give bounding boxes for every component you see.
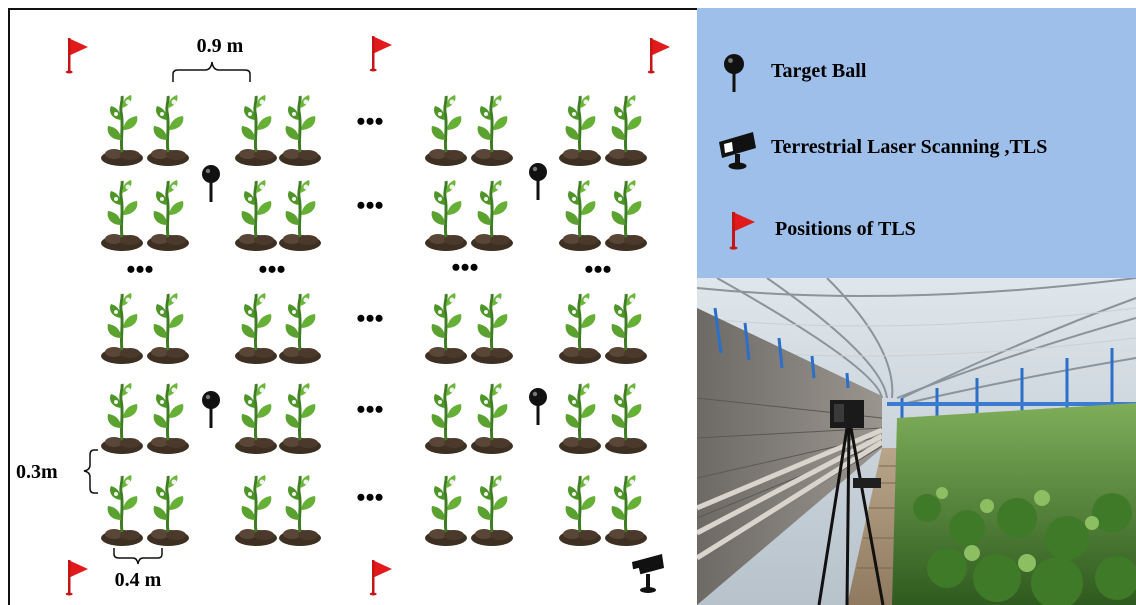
- cucumber-plant: [557, 93, 603, 168]
- flag-icon: [65, 38, 88, 74]
- cucumber-plant: [603, 178, 649, 253]
- cucumber-plant: [469, 291, 515, 366]
- target-ball-icon: [202, 165, 220, 202]
- legend-panel: Target Ball Terrestrial Laser Scanning ,…: [697, 8, 1136, 278]
- cucumber-plant: [557, 291, 603, 366]
- cucumber-plant: [603, 473, 649, 548]
- tls-scanner-icon: [631, 554, 664, 593]
- flag-icon: [647, 38, 670, 74]
- cucumber-plant: [277, 93, 323, 168]
- cucumber-plant: [233, 178, 279, 253]
- legend-item-tls: Terrestrial Laser Scanning ,TLS: [697, 126, 1136, 170]
- cucumber-plant: [423, 473, 469, 548]
- figure-border: [8, 8, 1134, 605]
- cucumber-plant: [469, 381, 515, 456]
- cucumber-plant: [233, 93, 279, 168]
- cucumber-plant: [233, 291, 279, 366]
- cucumber-plant: [423, 291, 469, 366]
- ellipsis: •••: [451, 253, 478, 282]
- target-ball-icon: [724, 54, 744, 92]
- planting-layout-diagram: ••• ••• ••• ••• ••• ••• ••• ••• ••• 0.9 m 0.3m 0.4 …: [16, 35, 670, 596]
- cucumber-plant: [277, 473, 323, 548]
- tls-scanner-icon: [719, 132, 756, 170]
- cucumber-plant: [603, 381, 649, 456]
- pair-spacing-bracket: [113, 548, 163, 565]
- ellipsis: •••: [356, 304, 383, 333]
- cucumber-plant: [277, 291, 323, 366]
- cucumber-plant: [423, 178, 469, 253]
- cucumber-plant: [469, 178, 515, 253]
- cucumber-plant: [233, 381, 279, 456]
- legend-item-target-ball: Target Ball: [697, 52, 1136, 92]
- cucumber-plant: [99, 93, 145, 168]
- cucumber-plant: [99, 291, 145, 366]
- cucumber-plant: [557, 178, 603, 253]
- cucumber-plant: [145, 291, 191, 366]
- target-ball-icon: [529, 388, 547, 425]
- cucumber-plant: [557, 381, 603, 456]
- cucumber-plant: [99, 381, 145, 456]
- cucumber-plant: [145, 93, 191, 168]
- legend-label-target-ball: Target Ball: [771, 60, 867, 82]
- ellipsis: •••: [258, 255, 285, 284]
- flag-icon: [65, 560, 88, 596]
- cucumber-plant: [603, 93, 649, 168]
- cucumber-plant: [277, 381, 323, 456]
- row-spacing-bracket: [172, 61, 251, 82]
- cucumber-plant: [99, 178, 145, 253]
- legend-label-tls: Terrestrial Laser Scanning ,TLS: [771, 136, 1048, 158]
- legend-item-tls-positions: Positions of TLS: [697, 210, 1136, 250]
- cucumber-plant: [233, 473, 279, 548]
- flag-icon: [369, 560, 392, 596]
- cucumber-plant: [469, 93, 515, 168]
- target-ball-icon: [529, 163, 547, 200]
- cucumber-plant: [423, 381, 469, 456]
- ellipsis: •••: [356, 483, 383, 512]
- legend-label-tls-positions: Positions of TLS: [775, 218, 916, 240]
- cucumber-plant: [277, 178, 323, 253]
- ellipsis: •••: [356, 107, 383, 136]
- cucumber-plant: [603, 291, 649, 366]
- ellipsis: •••: [126, 255, 153, 284]
- ellipsis: •••: [584, 255, 611, 284]
- plant-spacing-bracket: [83, 449, 98, 494]
- cucumber-plant: [99, 473, 145, 548]
- target-ball-icon: [202, 391, 220, 428]
- plant-spacing-label: 0.3m: [16, 461, 58, 483]
- pair-spacing-label: 0.4 m: [115, 569, 162, 591]
- flag-icon: [729, 212, 755, 250]
- row-spacing-label: 0.9 m: [197, 35, 244, 57]
- cucumber-plant: [557, 473, 603, 548]
- cucumber-plant: [469, 473, 515, 548]
- cucumber-plant: [145, 381, 191, 456]
- ellipsis: •••: [356, 395, 383, 424]
- cucumber-plant: [145, 178, 191, 253]
- flag-icon: [369, 36, 392, 72]
- greenhouse-photo: [697, 278, 1136, 605]
- cucumber-plant: [145, 473, 191, 548]
- cucumber-plant: [423, 93, 469, 168]
- ellipsis: •••: [356, 191, 383, 220]
